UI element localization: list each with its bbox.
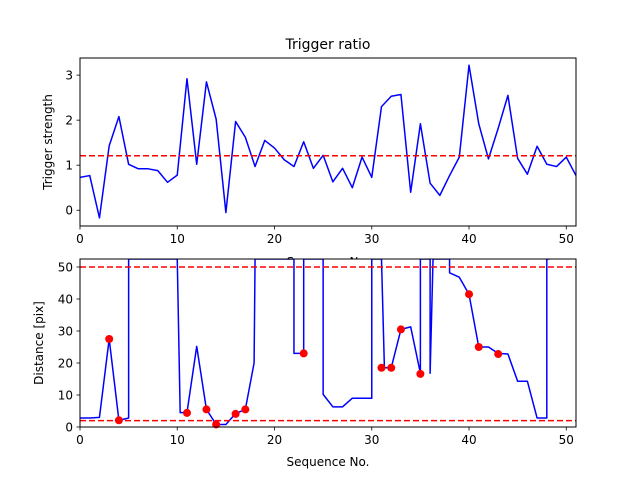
axes-frame [79, 258, 577, 428]
y-axis-label: Trigger strength [41, 94, 55, 191]
data-point-marker [182, 408, 191, 417]
y-tick-label: 3 [65, 69, 73, 83]
series-line [80, 259, 550, 426]
plot-clip [80, 259, 576, 426]
data-point-marker [202, 405, 211, 414]
x-tick-label: 40 [461, 433, 476, 447]
y-tick-label: 30 [58, 325, 73, 339]
plot-clip [80, 64, 576, 219]
x-tick-label: 30 [364, 433, 379, 447]
x-tick-label: 50 [559, 232, 574, 246]
y-tick-label: 0 [65, 421, 73, 435]
plot-background [80, 259, 576, 427]
y-tick-label: 1 [65, 159, 73, 173]
data-point-marker [241, 405, 250, 414]
y-tick-label: 10 [58, 389, 73, 403]
axis-ticks: 0 10 20 30 40 50 0 1 2 3 [65, 69, 574, 246]
data-point-marker [474, 343, 483, 351]
x-tick-label: 30 [364, 232, 379, 246]
series-line [80, 64, 576, 219]
x-tick-label: 50 [559, 433, 574, 447]
x-tick-label: 40 [461, 232, 476, 246]
data-point-marker [396, 325, 405, 334]
axes-frame [79, 57, 577, 227]
data-point-marker [231, 409, 240, 418]
data-point-marker [387, 363, 396, 372]
x-tick-label: 20 [267, 232, 282, 246]
plot-area [80, 64, 576, 219]
y-tick-label: 2 [65, 114, 73, 128]
y-tick-label: 0 [65, 204, 73, 218]
data-point-marker [416, 369, 425, 378]
data-point-marker [105, 335, 114, 343]
x-tick-label: 0 [76, 433, 84, 447]
data-point-marker [377, 363, 386, 372]
data-point-marker [212, 420, 221, 429]
y-tick-label: 20 [58, 357, 73, 371]
chart-title: Trigger ratio [284, 37, 370, 53]
x-tick-label: 20 [267, 433, 282, 447]
data-point-marker [494, 350, 503, 359]
x-tick-label: 0 [76, 232, 84, 246]
x-axis-label: Sequence No. [287, 455, 370, 469]
y-axis-label: Distance [pix] [32, 301, 46, 385]
distance-chart: 0 10 20 30 40 50 0 10 20 30 40 50 Sequence No. Dist… [32, 258, 577, 469]
y-tick-label: 50 [58, 261, 73, 275]
axis-ticks: 0 10 20 30 40 50 0 10 20 30 40 50 [58, 261, 574, 448]
x-tick-label: 10 [170, 433, 185, 447]
data-point-marker [114, 416, 123, 425]
x-tick-label: 10 [170, 232, 185, 246]
data-point-marker [299, 349, 308, 358]
y-tick-label: 40 [58, 293, 73, 307]
plot-area [80, 259, 576, 429]
data-point-marker [465, 290, 474, 299]
